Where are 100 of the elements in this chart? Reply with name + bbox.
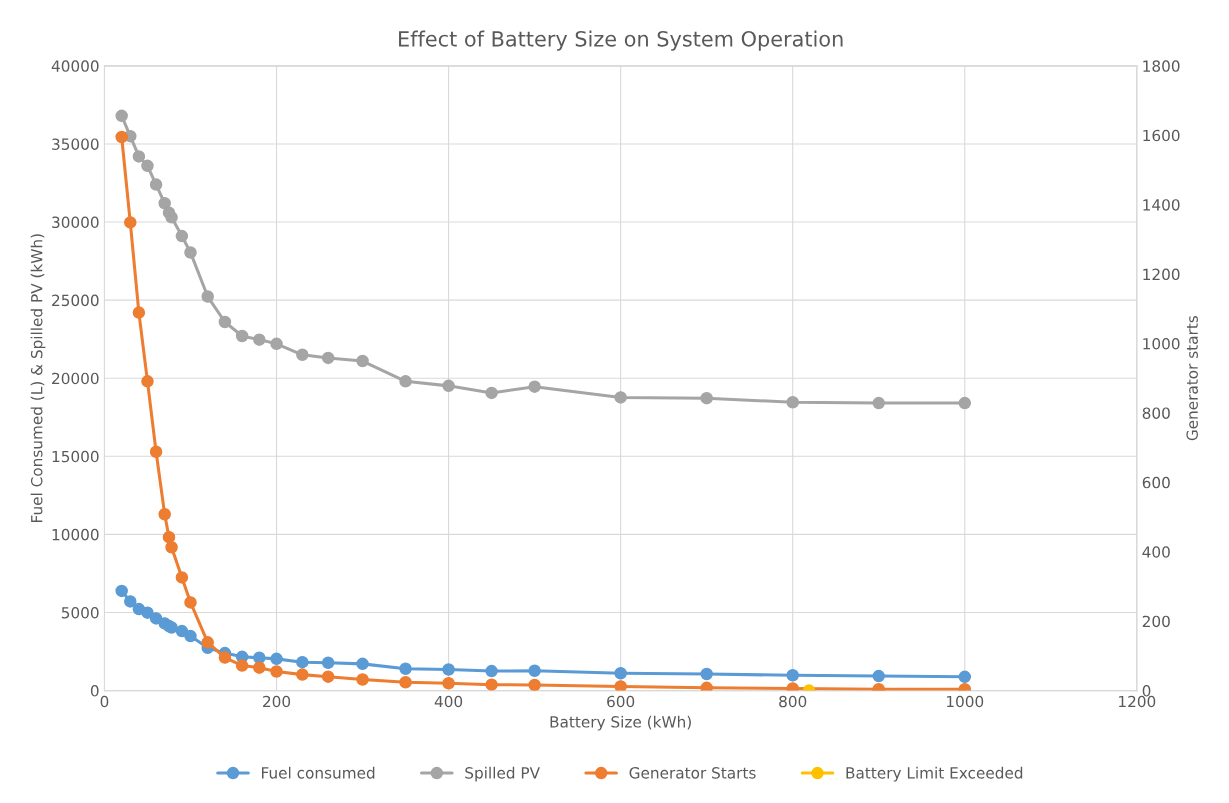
point xyxy=(141,159,154,173)
point xyxy=(184,596,197,609)
point xyxy=(958,670,972,684)
point xyxy=(158,197,171,210)
point xyxy=(235,329,249,343)
point xyxy=(132,306,146,319)
point xyxy=(253,661,266,674)
point xyxy=(253,333,266,346)
y-axis-title: Fuel Consumed (L) & Spilled PV (kWh) xyxy=(30,234,46,522)
point xyxy=(321,656,335,670)
point xyxy=(270,337,283,351)
y-tick-label: 35000 xyxy=(52,138,99,150)
point xyxy=(158,508,171,521)
legend-label: Fuel consumed xyxy=(262,766,375,779)
point xyxy=(528,380,541,393)
legend-label: Battery Limit Exceeded xyxy=(846,766,1023,782)
y-tick-label: 0 xyxy=(90,685,99,697)
point xyxy=(872,396,885,410)
point xyxy=(124,595,137,608)
y-tick-label: 10000 xyxy=(52,528,99,541)
point xyxy=(442,379,455,393)
point xyxy=(149,445,163,459)
point xyxy=(296,668,309,681)
legend-label: Generator Starts xyxy=(629,767,756,779)
x-tick-label: 600 xyxy=(607,695,635,708)
point xyxy=(958,396,972,410)
point xyxy=(184,246,197,259)
x-tick-label: 800 xyxy=(779,695,807,708)
point xyxy=(149,178,163,191)
x-tick-label: 400 xyxy=(434,695,463,708)
point xyxy=(149,612,163,625)
point xyxy=(614,680,627,691)
point xyxy=(132,150,146,163)
point xyxy=(175,229,189,243)
point xyxy=(321,670,335,683)
legend-label: Spilled PV xyxy=(465,766,540,782)
y-tick-label: 30000 xyxy=(52,216,99,229)
chart-title: Effect of Battery Size on System Operation xyxy=(399,30,843,51)
point xyxy=(614,666,627,680)
y2-tick-label: 1800 xyxy=(1143,60,1180,72)
point xyxy=(218,651,232,664)
y2-tick-label: 0 xyxy=(1142,685,1151,697)
point xyxy=(786,396,799,409)
point xyxy=(614,391,627,404)
y2-tick-label: 200 xyxy=(1142,615,1170,628)
point xyxy=(165,540,178,554)
point xyxy=(270,652,283,666)
point xyxy=(115,584,128,598)
point xyxy=(356,657,369,671)
point xyxy=(700,391,713,405)
x-tick-label: 200 xyxy=(263,695,291,708)
point xyxy=(528,678,541,691)
point xyxy=(115,109,128,123)
y2-tick-label: 600 xyxy=(1142,476,1170,489)
x-tick-label: 1000 xyxy=(947,695,984,708)
point xyxy=(235,659,249,672)
y-tick-label: 25000 xyxy=(52,294,99,307)
point xyxy=(356,354,369,368)
point xyxy=(399,675,412,689)
point xyxy=(165,211,178,224)
point xyxy=(786,669,799,682)
point xyxy=(485,678,498,691)
point xyxy=(141,375,154,388)
y-tick-label: 15000 xyxy=(52,450,99,463)
point xyxy=(872,669,885,683)
point xyxy=(296,655,309,669)
point xyxy=(442,677,455,690)
point xyxy=(399,375,412,388)
y2-tick-label: 1200 xyxy=(1143,268,1180,281)
point xyxy=(201,636,214,649)
point xyxy=(184,629,197,643)
y-tick-label: 20000 xyxy=(52,372,99,385)
point xyxy=(442,663,455,676)
point xyxy=(485,386,498,400)
point xyxy=(201,290,214,303)
x-axis-title: Battery Size (kWh) xyxy=(550,715,691,731)
point xyxy=(356,673,369,686)
point xyxy=(485,664,498,678)
point xyxy=(175,571,189,584)
point xyxy=(528,664,541,677)
point xyxy=(218,315,232,329)
x-tick-label: 0 xyxy=(100,695,109,708)
y2-tick-label: 800 xyxy=(1142,407,1170,419)
point xyxy=(321,351,335,365)
point xyxy=(162,530,176,544)
point xyxy=(399,662,412,675)
point xyxy=(270,665,283,678)
point xyxy=(141,606,154,619)
point xyxy=(124,216,137,229)
point xyxy=(115,130,128,144)
y2-tick-label: 1400 xyxy=(1143,199,1180,211)
point xyxy=(700,667,713,681)
point xyxy=(700,681,713,691)
point xyxy=(296,348,309,362)
y2-tick-label: 1000 xyxy=(1143,337,1180,350)
y2-tick-label: 1600 xyxy=(1143,129,1180,142)
y-tick-label: 5000 xyxy=(61,606,99,619)
y-tick-label: 40000 xyxy=(51,60,99,72)
y2-tick-label: 400 xyxy=(1142,546,1170,558)
x-tick-label: 1200 xyxy=(1119,695,1156,708)
